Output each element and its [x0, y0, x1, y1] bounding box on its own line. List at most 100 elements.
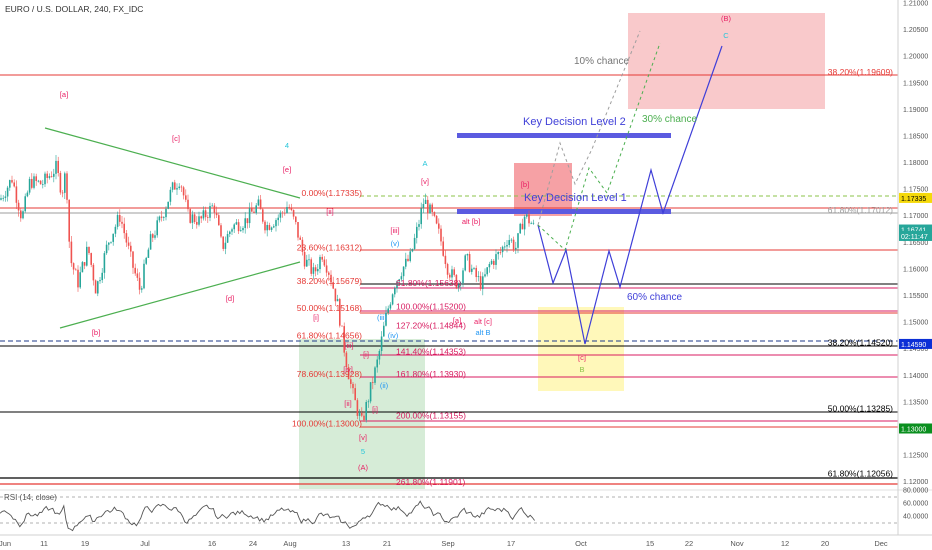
candle-body — [438, 223, 440, 229]
target-zone-yellow — [538, 307, 624, 391]
candle-body — [279, 212, 282, 218]
candle-body — [383, 325, 385, 337]
candle-body — [229, 231, 231, 235]
fib-extension-label: 141.40%(1.14353) — [396, 347, 466, 357]
candle-body — [400, 276, 403, 280]
wave-label: [iii] — [344, 341, 353, 350]
time-axis-tick: 15 — [646, 539, 654, 548]
candle-body — [127, 242, 130, 246]
time-axis-tick: 16 — [208, 539, 216, 548]
candle-body — [209, 206, 211, 218]
candle-body — [108, 242, 110, 245]
candle-body — [317, 269, 319, 272]
candle-body — [420, 208, 422, 225]
candle-body — [149, 234, 152, 250]
candle-body — [424, 199, 427, 204]
candle-body — [75, 269, 77, 271]
candle-body — [352, 383, 354, 389]
candle-body — [482, 276, 484, 290]
projection-10pct-path[interactable] — [537, 30, 641, 226]
candle-body — [198, 216, 200, 225]
candle-body — [325, 265, 328, 273]
time-axis-tick: 12 — [781, 539, 789, 548]
candle-body — [235, 222, 238, 225]
time-axis-tick: 19 — [81, 539, 89, 548]
candle-body — [121, 221, 123, 224]
wave-label: [v] — [421, 177, 429, 186]
candle-body — [380, 336, 383, 351]
candle-body — [20, 210, 22, 219]
candle-body — [103, 253, 106, 273]
price-axis-tick: 1.12000 — [903, 479, 928, 486]
candle-body — [455, 274, 458, 288]
triangle-upper-line[interactable] — [44, 127, 301, 199]
price-tag — [899, 338, 932, 349]
candle-body — [486, 267, 488, 275]
candle-body — [119, 215, 121, 222]
wave-label: [b] — [92, 328, 100, 337]
candle-body — [477, 276, 480, 278]
candle-body — [288, 207, 290, 209]
candle-body — [176, 188, 178, 190]
time-axis-tick: 13 — [342, 539, 350, 548]
wave-label: [iv] — [343, 365, 353, 374]
candle-body — [257, 199, 260, 206]
candle-body — [9, 180, 11, 188]
projection-60pct-path[interactable] — [537, 45, 723, 345]
candle-body — [13, 182, 15, 187]
candle-body — [398, 279, 400, 282]
price-axis-tick: 1.15000 — [903, 320, 928, 327]
price-axis-tick: 1.21000 — [903, 1, 928, 8]
candle-body — [152, 234, 154, 238]
candlestick-series — [0, 154, 535, 423]
candle-body — [405, 258, 407, 267]
candle-body — [178, 186, 180, 189]
candle-body — [495, 254, 497, 265]
candle-body — [246, 218, 249, 224]
wave-label: [c] — [578, 353, 586, 362]
candle-body — [277, 217, 279, 221]
candle-body — [372, 382, 374, 383]
wave-label: A — [422, 159, 427, 168]
candle-body — [345, 352, 348, 368]
candle-body — [141, 288, 143, 290]
rsi-line — [0, 500, 535, 532]
candle-body — [262, 209, 264, 222]
candle-body — [143, 263, 145, 289]
wave-label: [i] — [363, 350, 369, 359]
key-decision-level-1-bar[interactable] — [457, 209, 671, 214]
price-tag-label: 02:11:47 — [901, 234, 928, 241]
candle-body — [218, 215, 220, 226]
price-axis-tick: 1.20000 — [903, 54, 928, 61]
wave-label: [b] — [521, 180, 529, 189]
candle-body — [26, 192, 29, 197]
candle-body — [517, 233, 519, 248]
candle-body — [376, 359, 378, 368]
triangle-lower-line[interactable] — [59, 261, 301, 329]
candle-body — [48, 176, 51, 178]
candle-body — [444, 255, 447, 265]
candle-body — [449, 274, 451, 278]
time-axis-tick: Nov — [730, 539, 744, 548]
candle-body — [457, 284, 460, 288]
candle-body — [484, 274, 486, 277]
candle-body — [112, 233, 114, 242]
chance-60-label: 60% chance — [627, 292, 682, 303]
candle-body — [226, 234, 229, 243]
price-axis-tick: 1.18500 — [903, 133, 928, 140]
candle-body — [490, 260, 493, 265]
candle-body — [266, 224, 268, 231]
candle-body — [70, 241, 73, 264]
projection-30pct-path[interactable] — [537, 42, 661, 251]
candle-body — [506, 244, 508, 247]
candle-body — [378, 350, 381, 360]
key-decision-level-2-bar[interactable] — [457, 133, 671, 138]
fib-extension-label: 61.80%(1.15638) — [396, 278, 461, 288]
candle-body — [299, 237, 301, 240]
candle-body — [44, 173, 46, 185]
wave-label: [iii] — [390, 226, 399, 235]
candle-body — [356, 400, 359, 416]
candle-body — [433, 212, 436, 216]
candle-body — [136, 273, 139, 278]
